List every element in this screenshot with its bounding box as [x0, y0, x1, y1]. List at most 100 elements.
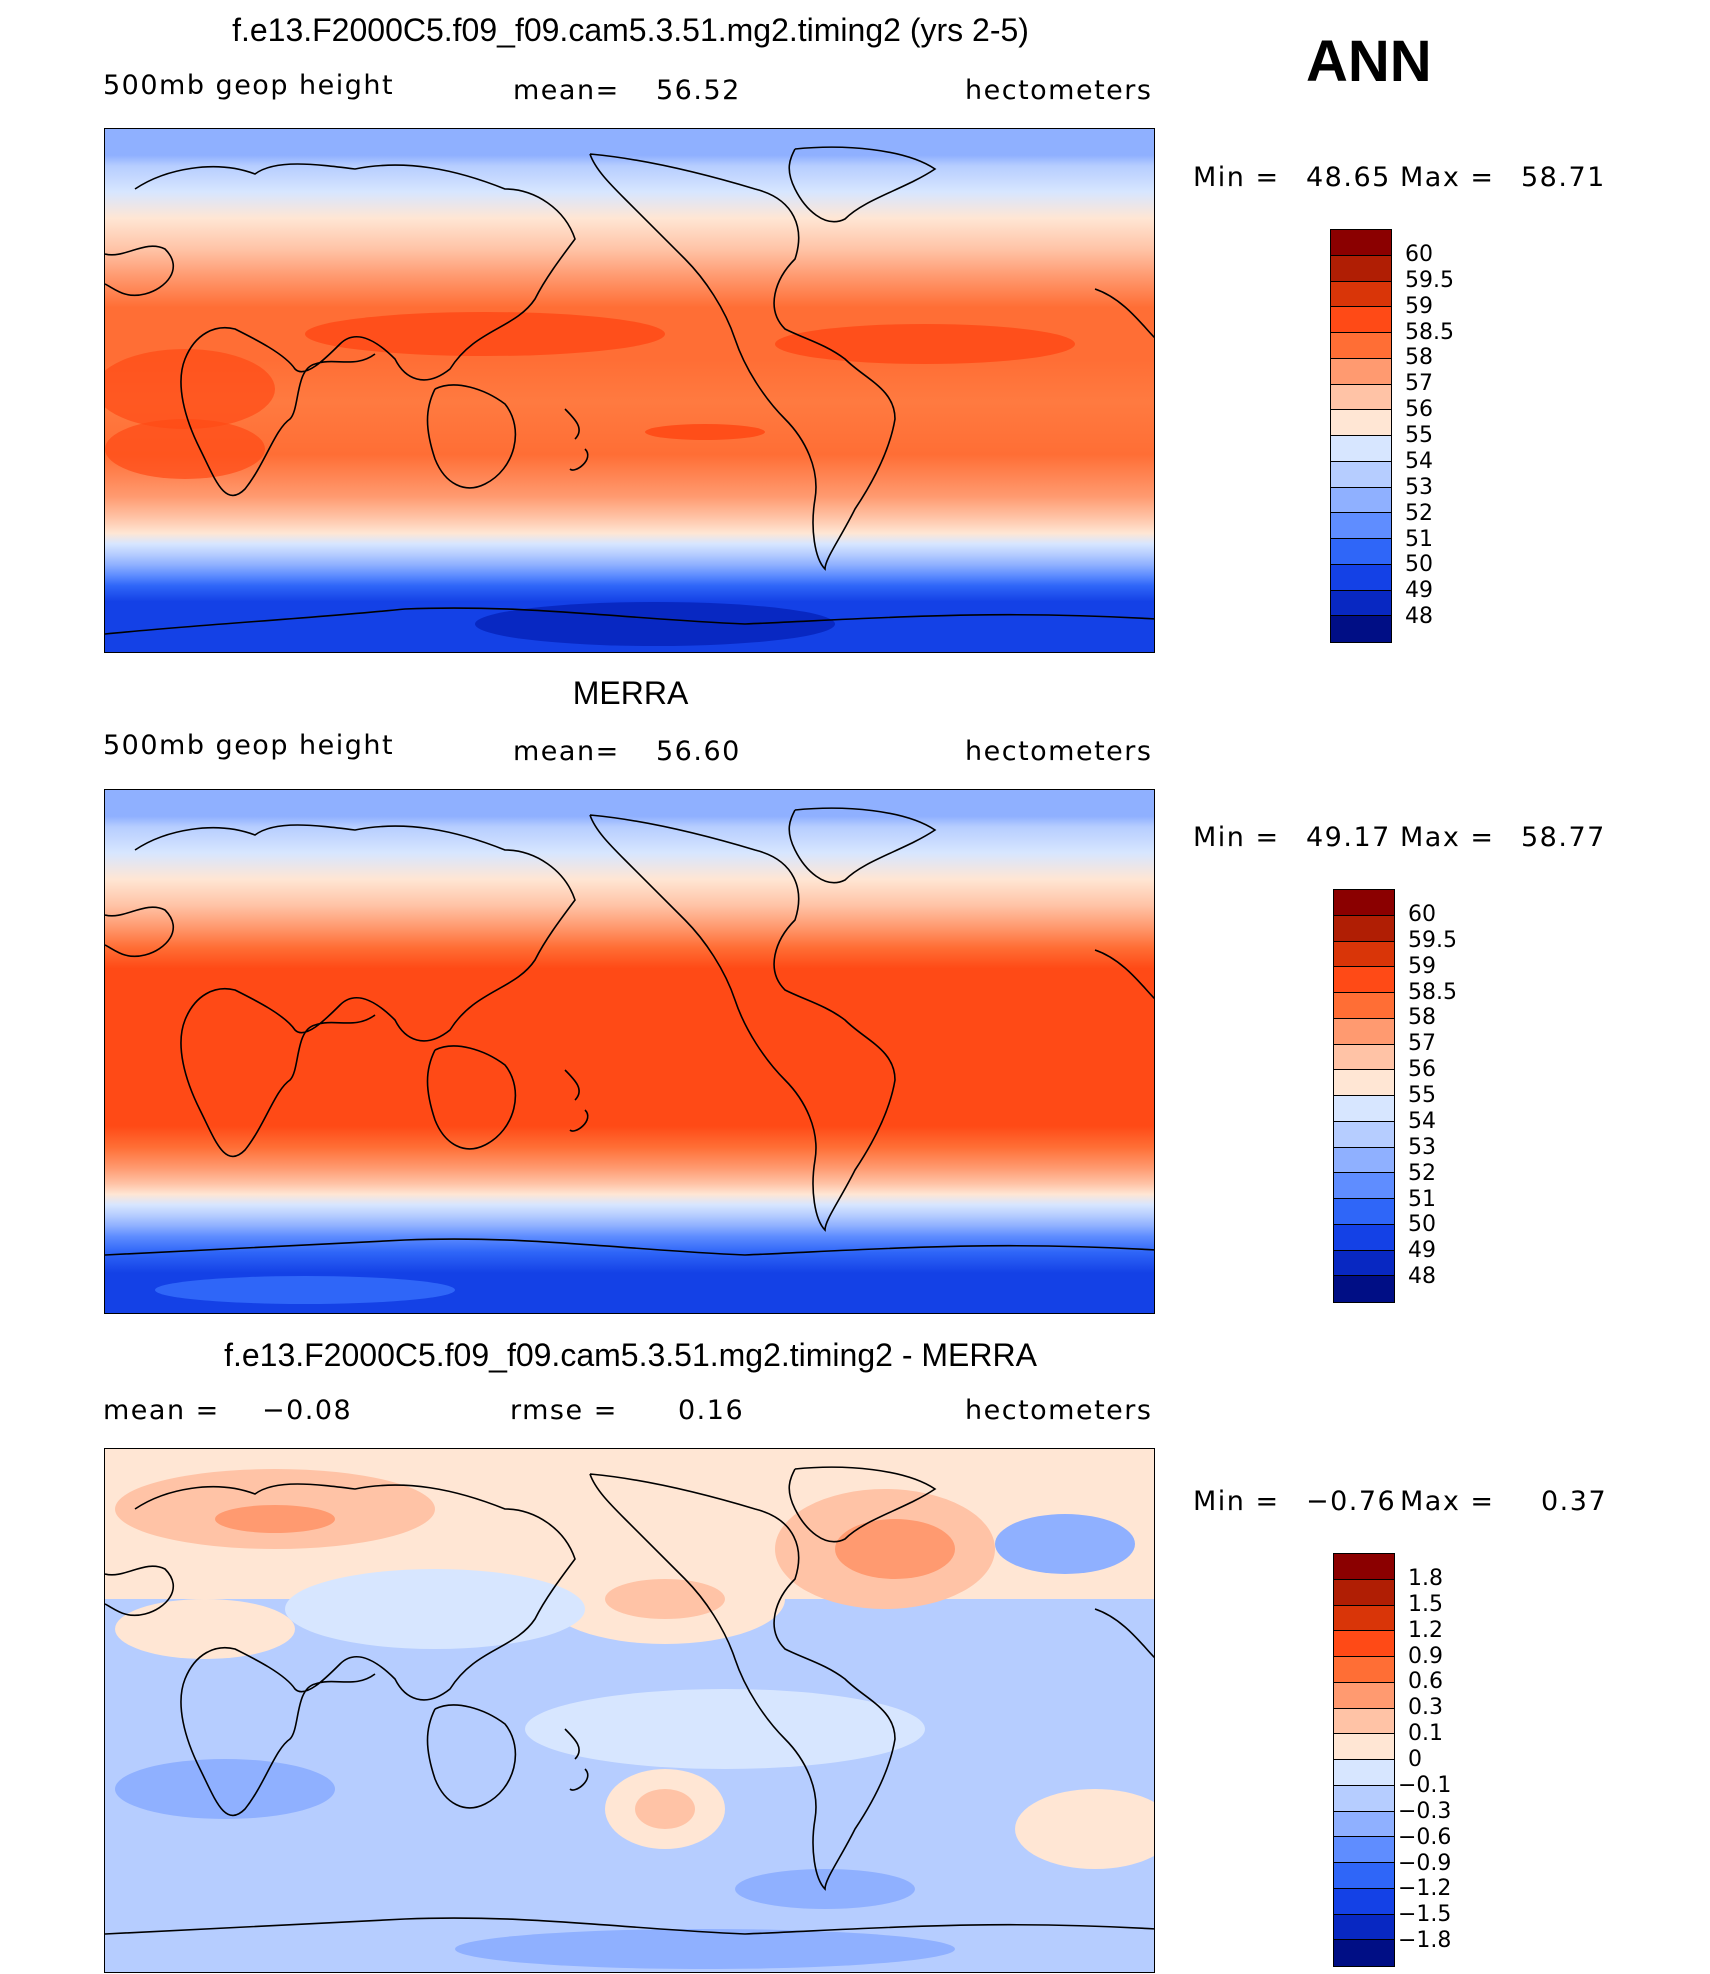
colorbar-swatch	[1334, 993, 1394, 1019]
colorbar-tick-label: 1.2	[1408, 1617, 1443, 1643]
colorbar-tick-label: −0.6	[1398, 1824, 1452, 1850]
colorbar-tick-label: 55	[1408, 1083, 1436, 1108]
panel-2-mean-label: mean=	[513, 736, 620, 767]
colorbar-tick-label: 58	[1405, 345, 1433, 371]
colorbar-3	[1333, 1553, 1395, 1967]
colorbar-tick-label: 0.3	[1408, 1695, 1443, 1721]
colorbar-tick-label: 58	[1408, 1005, 1436, 1031]
colorbar-swatch	[1334, 1811, 1394, 1838]
colorbar-swatch	[1334, 1579, 1394, 1606]
colorbar-swatch	[1334, 1044, 1394, 1071]
colorbar-tick-label: −1.8	[1398, 1928, 1452, 1954]
colorbar-tick-label: −0.1	[1398, 1772, 1452, 1798]
colorbar-swatch	[1331, 513, 1391, 539]
colorbar-swatch	[1331, 590, 1391, 617]
colorbar-tick-label: 56	[1405, 397, 1433, 423]
colorbar-tick-label: 50	[1405, 552, 1433, 578]
colorbar-swatch	[1334, 967, 1394, 993]
colorbar-swatch	[1334, 1888, 1394, 1915]
panel-3-min-label: Min =	[1193, 1486, 1280, 1517]
colorbar-swatch	[1334, 1224, 1394, 1251]
colorbar-swatch	[1334, 1199, 1394, 1225]
colorbar-swatch	[1334, 1018, 1394, 1045]
colorbar-tick-label: 52	[1408, 1160, 1436, 1186]
colorbar-tick-label: 54	[1408, 1108, 1436, 1134]
colorbar-swatch	[1331, 487, 1391, 514]
colorbar-tick-label: 49	[1408, 1238, 1436, 1264]
panel-3-units: hectometers	[965, 1395, 1153, 1426]
panel-1-min-value: 48.65	[1306, 162, 1391, 193]
colorbar-tick-label: 60	[1405, 241, 1433, 267]
panel-2-units: hectometers	[965, 736, 1153, 767]
colorbar-swatch	[1334, 1863, 1394, 1889]
panel-2-min-value: 49.17	[1306, 822, 1391, 853]
colorbar-tick-label: 58.5	[1408, 979, 1457, 1005]
panel-3-rmse-value: 0.16	[678, 1395, 745, 1426]
colorbar-1	[1330, 229, 1392, 643]
colorbar-swatch	[1334, 1070, 1394, 1096]
colorbar-swatch	[1334, 915, 1394, 942]
colorbar-tick-label: 48	[1405, 604, 1433, 630]
colorbar-swatch	[1334, 1657, 1394, 1683]
colorbar-swatch	[1334, 1121, 1394, 1148]
panel-1-max-value: 58.71	[1521, 162, 1606, 193]
colorbar-tick-label: 60	[1408, 901, 1436, 927]
colorbar-swatch	[1334, 1940, 1394, 1966]
colorbar-tick-label: 51	[1405, 526, 1433, 552]
colorbar-tick-label: 51	[1408, 1186, 1436, 1212]
colorbar-tick-label: 59	[1408, 953, 1436, 979]
panel-1-field-label: 500mb geop height	[103, 70, 395, 101]
colorbar-swatch	[1334, 1708, 1394, 1735]
colorbar-tick-label: 59.5	[1408, 927, 1457, 953]
colorbar-tick-label: −0.3	[1398, 1798, 1452, 1824]
panel-1-min-label: Min =	[1193, 162, 1280, 193]
colorbar-tick-label: 54	[1405, 448, 1433, 474]
colorbar-swatch	[1334, 1096, 1394, 1122]
colorbar-tick-label: 59.5	[1405, 267, 1454, 293]
panel-1-mean-value: 56.52	[656, 75, 741, 106]
colorbar-tick-label: 52	[1405, 500, 1433, 526]
colorbar-tick-label: 53	[1405, 474, 1433, 500]
colorbar-swatch	[1334, 1554, 1394, 1580]
colorbar-tick-label: 0.1	[1408, 1721, 1443, 1747]
colorbar-tick-label: −0.9	[1398, 1850, 1452, 1876]
colorbar-tick-label: −1.5	[1398, 1902, 1452, 1928]
colorbar-swatch	[1334, 1276, 1394, 1302]
colorbar-tick-label: 1.8	[1408, 1565, 1443, 1591]
panel-2-max-value: 58.77	[1521, 822, 1606, 853]
colorbar-2	[1333, 889, 1395, 1303]
season-label: ANN	[1306, 29, 1432, 94]
colorbar-tick-label: −1.2	[1398, 1876, 1452, 1902]
colorbar-swatch	[1331, 564, 1391, 591]
panel-3-max-value: 0.37	[1541, 1486, 1608, 1517]
colorbar-swatch	[1331, 281, 1391, 308]
panel-1-max-label: Max =	[1400, 162, 1495, 193]
colorbar-swatch	[1334, 1631, 1394, 1657]
colorbar-swatch	[1334, 1173, 1394, 1199]
obs-height-map	[105, 790, 1154, 1313]
colorbar-swatch	[1331, 384, 1391, 411]
colorbar-swatch	[1331, 358, 1391, 385]
colorbar-tick-label: 57	[1405, 371, 1433, 397]
colorbar-tick-label: 0.9	[1408, 1643, 1443, 1669]
colorbar-swatch	[1334, 1147, 1394, 1174]
colorbar-tick-label: 0.6	[1408, 1669, 1443, 1695]
colorbar-swatch	[1331, 255, 1391, 282]
panel-1-units: hectometers	[965, 75, 1153, 106]
panel-3-mean-value: −0.08	[262, 1395, 353, 1426]
colorbar-swatch	[1334, 1250, 1394, 1277]
colorbar-swatch	[1334, 1682, 1394, 1709]
colorbar-swatch	[1334, 941, 1394, 968]
panel-3-min-value: −0.76	[1306, 1486, 1397, 1517]
colorbar-swatch	[1331, 410, 1391, 436]
colorbar-tick-label: 49	[1405, 578, 1433, 604]
colorbar-swatch	[1331, 616, 1391, 642]
colorbar-swatch	[1334, 1760, 1394, 1786]
colorbar-swatch	[1334, 1785, 1394, 1812]
colorbar-swatch	[1331, 333, 1391, 359]
panel-2-min-label: Min =	[1193, 822, 1280, 853]
panel-3-rmse-label: rmse =	[510, 1395, 618, 1426]
colorbar-swatch	[1334, 1734, 1394, 1760]
panel-2-map	[104, 789, 1155, 1314]
colorbar-tick-label: 0	[1408, 1747, 1422, 1772]
